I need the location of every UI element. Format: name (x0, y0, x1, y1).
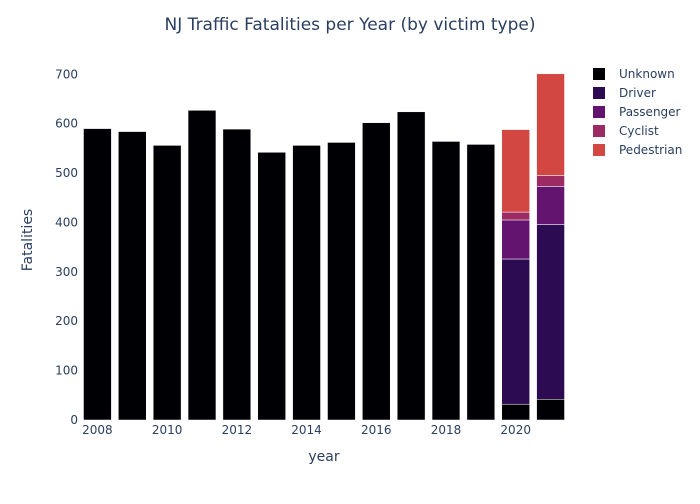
legend-swatch-driver (593, 87, 605, 99)
y-tick-label-600: 600 (55, 117, 78, 131)
bars-layer (83, 73, 565, 421)
legend-swatch-unknown (593, 68, 605, 80)
bar-unknown-2010[interactable] (152, 145, 182, 421)
bar-unknown-2018[interactable] (431, 141, 461, 421)
legend-item-unknown[interactable]: Unknown (593, 67, 675, 81)
y-tick-label-400: 400 (55, 215, 78, 229)
y-tick-label-0: 0 (70, 413, 78, 427)
bar-pedestrian-2020[interactable] (501, 129, 530, 213)
bar-driver-2021[interactable] (536, 224, 565, 400)
x-tick-label-2008: 2008 (82, 423, 113, 437)
legend-swatch-passenger (593, 106, 605, 118)
legend-item-driver[interactable]: Driver (593, 86, 656, 100)
bar-driver-2020[interactable] (501, 258, 530, 405)
bar-unknown-2008[interactable] (83, 128, 112, 421)
legend-swatch-cyclist (593, 125, 605, 137)
legend-label-unknown: Unknown (619, 67, 675, 81)
bar-unknown-2012[interactable] (222, 128, 252, 421)
legend-item-pedestrian[interactable]: Pedestrian (593, 143, 682, 157)
chart-title: NJ Traffic Fatalities per Year (by victi… (165, 15, 536, 35)
bar-unknown-2014[interactable] (292, 145, 321, 421)
y-tick-label-700: 700 (55, 67, 78, 81)
bar-unknown-2015[interactable] (327, 142, 356, 421)
bar-unknown-2009[interactable] (118, 131, 147, 421)
y-tick-label-300: 300 (55, 265, 78, 279)
legend-label-driver: Driver (619, 86, 656, 100)
legend-swatch-pedestrian (593, 144, 605, 156)
x-axis-ticks: 2008 2010 2012 2014 2016 2018 2020 (82, 423, 531, 437)
x-tick-label-2010: 2010 (152, 423, 183, 437)
bar-unknown-2021[interactable] (536, 399, 565, 421)
legend: Unknown Driver Passenger Cyclist Pedestrian (593, 67, 682, 157)
bar-passenger-2020[interactable] (501, 219, 530, 260)
bar-cyclist-2021[interactable] (536, 175, 565, 187)
x-tick-label-2016: 2016 (361, 423, 392, 437)
legend-label-passenger: Passenger (619, 105, 681, 119)
y-tick-label-200: 200 (55, 314, 78, 328)
legend-label-cyclist: Cyclist (619, 124, 659, 138)
legend-item-passenger[interactable]: Passenger (593, 105, 681, 119)
bar-unknown-2017[interactable] (396, 111, 426, 421)
x-tick-label-2014: 2014 (291, 423, 322, 437)
x-tick-label-2020: 2020 (500, 423, 531, 437)
bar-unknown-2019[interactable] (466, 144, 496, 421)
x-axis-title: year (308, 449, 339, 465)
bar-unknown-2013[interactable] (257, 152, 286, 421)
bar-pedestrian-2021[interactable] (536, 73, 565, 176)
bar-passenger-2021[interactable] (536, 186, 565, 225)
x-tick-label-2018: 2018 (431, 423, 462, 437)
y-tick-label-500: 500 (55, 166, 78, 180)
bar-cyclist-2020[interactable] (501, 211, 530, 221)
bar-unknown-2011[interactable] (187, 110, 217, 421)
legend-label-pedestrian: Pedestrian (619, 143, 682, 157)
y-axis-title: Fatalities (20, 209, 36, 271)
x-tick-label-2012: 2012 (222, 423, 253, 437)
y-tick-label-100: 100 (55, 364, 78, 378)
bar-unknown-2016[interactable] (362, 122, 391, 421)
bar-unknown-2020[interactable] (501, 403, 530, 421)
legend-item-cyclist[interactable]: Cyclist (593, 124, 659, 138)
y-axis-ticks: 0 100 200 300 400 500 600 700 (55, 67, 78, 427)
